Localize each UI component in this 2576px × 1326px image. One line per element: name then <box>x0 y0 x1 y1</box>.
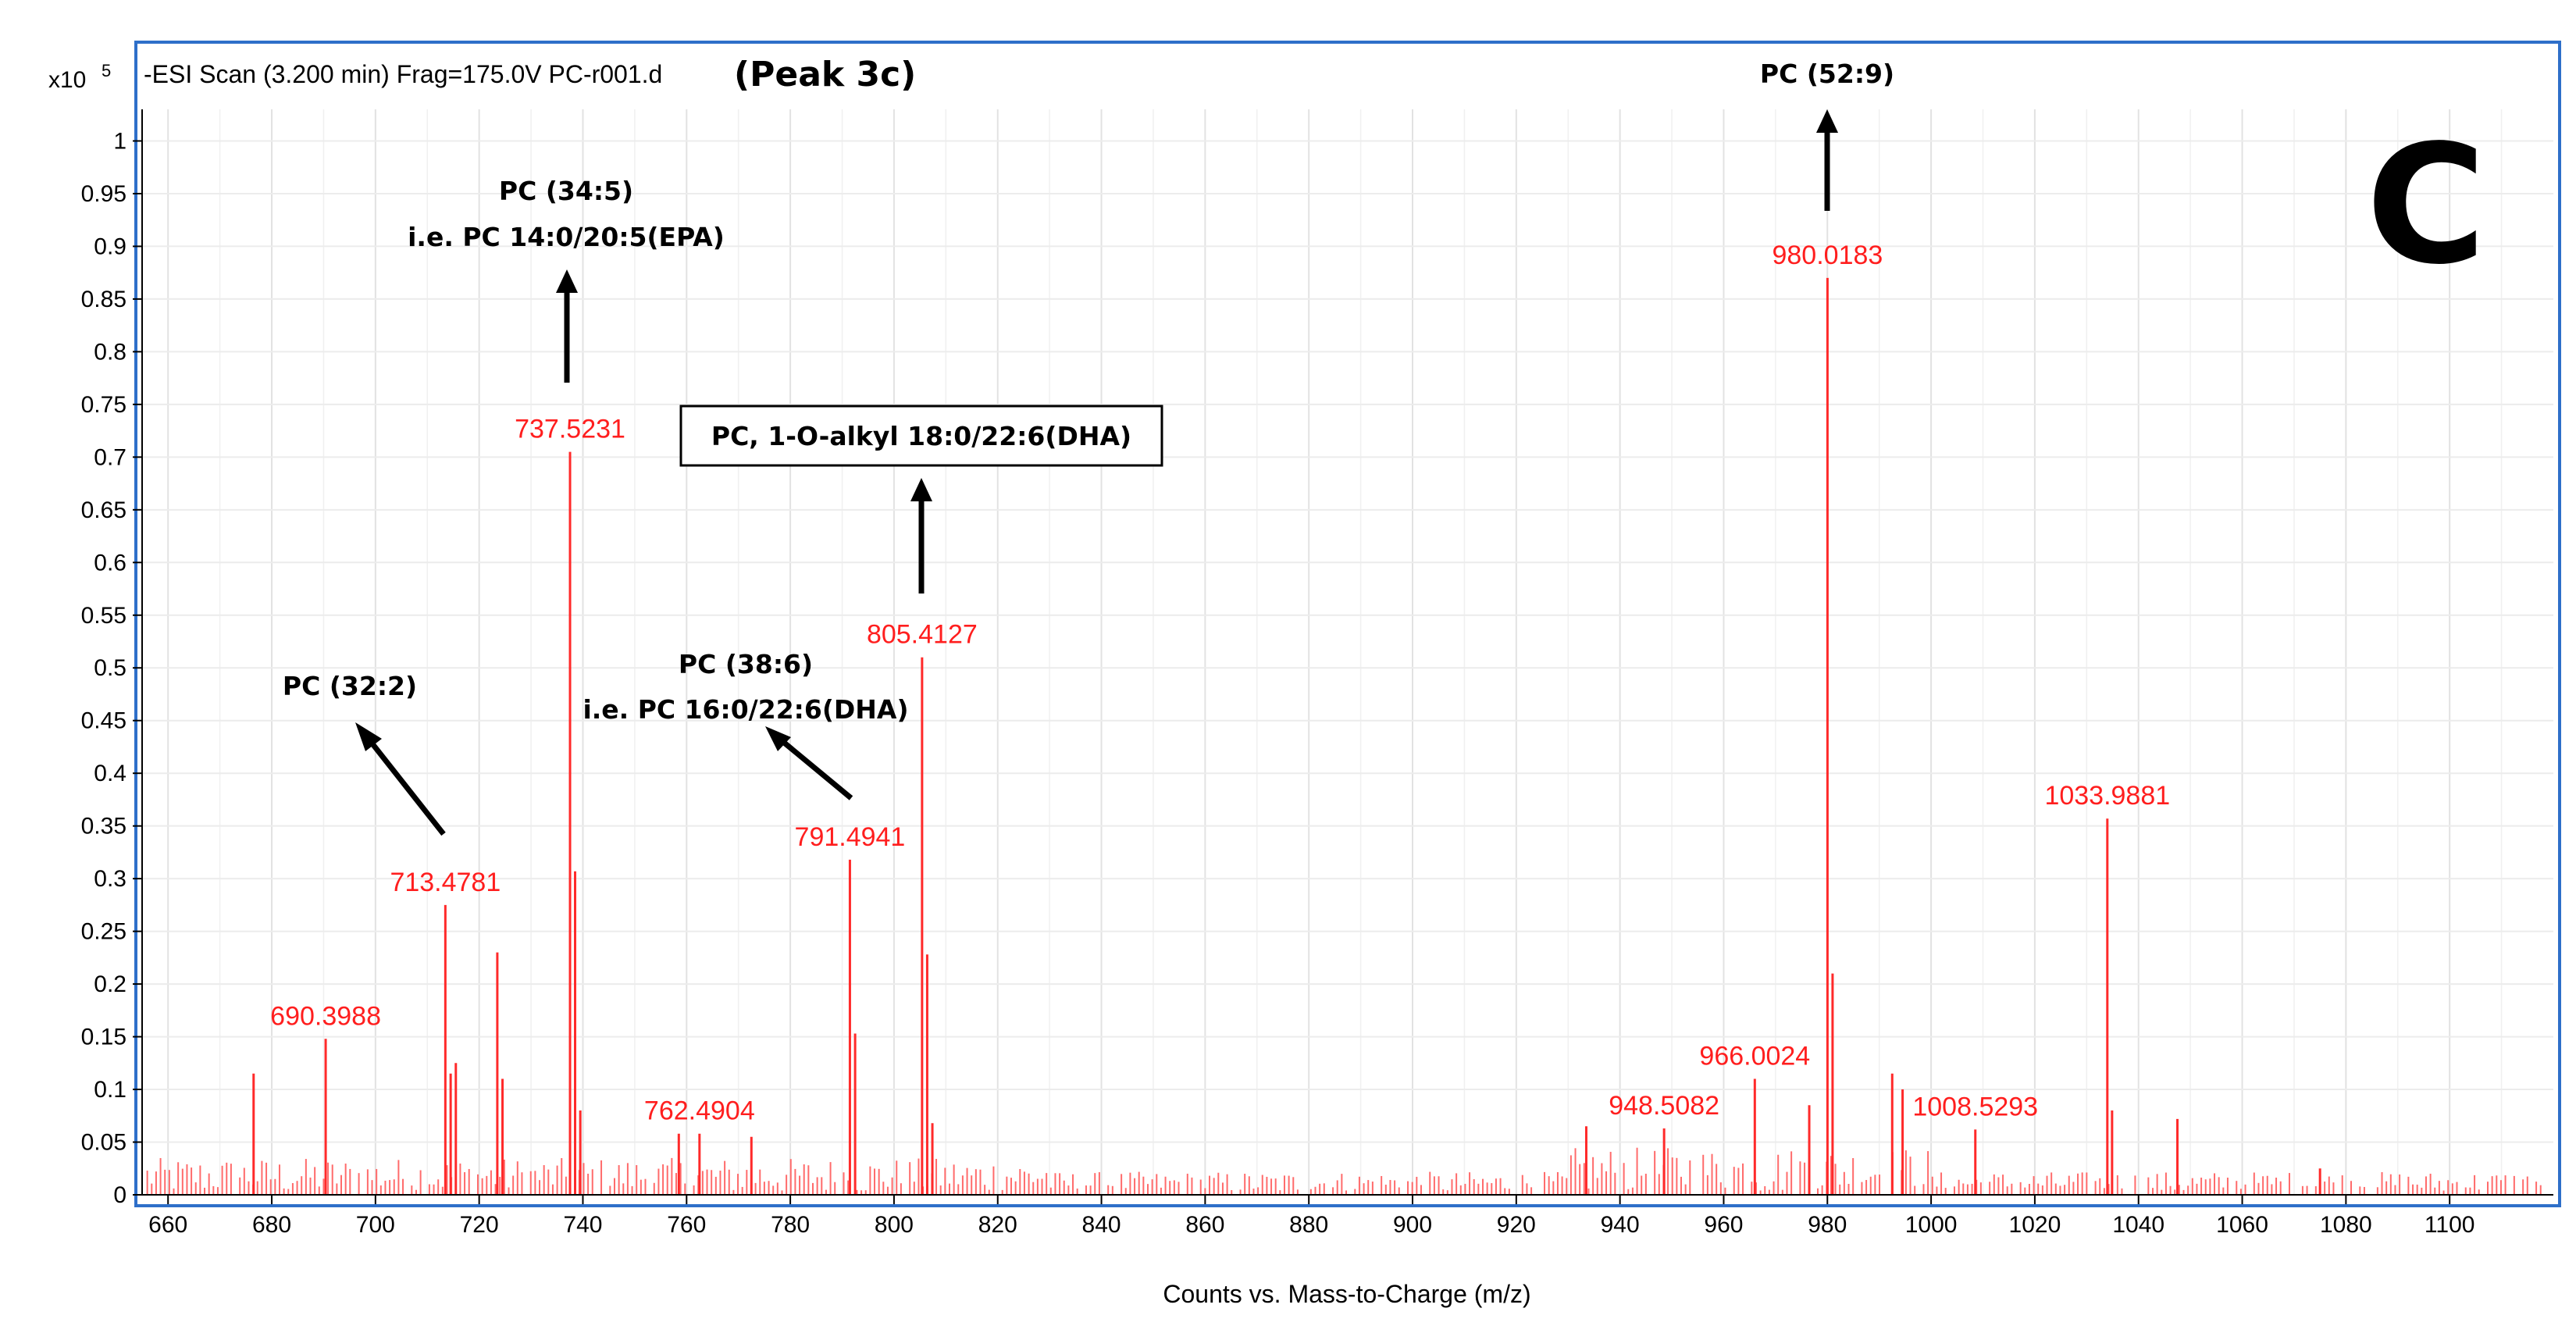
annotation-pc-32-2-line1: PC (32:2) <box>283 671 417 701</box>
x-tick-label: 1000 <box>1905 1212 1958 1238</box>
x-tick-label: 940 <box>1601 1212 1640 1238</box>
annotation-arrowhead-alkyl <box>910 478 932 501</box>
annotation-pc-38-6: PC (38:6) i.e. PC 16:0/22:6(DHA) <box>583 649 909 800</box>
x-tick-label: 1080 <box>2320 1212 2372 1238</box>
annotation-pc-32-2: PC (32:2) <box>283 671 446 836</box>
x-ticks: 660 680 700 720 740 760 780 800 820 840 860 880 900 9… <box>148 1195 2474 1238</box>
y-tick-label: 0.95 <box>81 181 126 207</box>
scan-header: -ESI Scan (3.200 min) Frag=175.0V PC-r00… <box>144 60 662 88</box>
peak-label-737.5231: 737.5231 <box>515 415 625 444</box>
annotation-pc-38-6-line1: PC (38:6) <box>679 649 813 679</box>
annotation-arrowhead-32-2 <box>355 722 382 751</box>
x-tick-label: 880 <box>1289 1212 1328 1238</box>
peak-label-762.4904: 762.4904 <box>644 1096 755 1126</box>
chart-frame <box>134 41 2561 1207</box>
y-tick-label: 0.85 <box>81 287 126 312</box>
x-tick-label: 820 <box>978 1212 1017 1238</box>
annotation-pc-34-5-line2: i.e. PC 14:0/20:5(EPA) <box>408 222 725 252</box>
peak-labels: 690.3988 713.4781 737.5231 762.4904 791.4941… <box>270 241 2170 1126</box>
y-tick-label: 0.05 <box>81 1130 126 1156</box>
x-tick-label: 720 <box>460 1212 499 1238</box>
y-tick-label: 0.15 <box>81 1025 126 1050</box>
x-tick-label: 760 <box>667 1212 706 1238</box>
annotation-arrowhead-52-9 <box>1816 109 1838 133</box>
y-tick-label: 0.75 <box>81 392 126 418</box>
y-tick-label: 0.3 <box>94 866 126 892</box>
y-exponent-power: 5 <box>102 61 111 80</box>
annotation-pc-34-5-line1: PC (34:5) <box>499 176 633 206</box>
axes <box>141 109 2553 1196</box>
y-tick-label: 0 <box>113 1182 126 1208</box>
annotation-arrowhead-38-6 <box>765 726 791 751</box>
grid <box>142 109 2553 1196</box>
annotation-arrow-38-6 <box>781 740 853 800</box>
annotation-box <box>679 405 1163 467</box>
peak-label-690.3988: 690.3988 <box>270 1001 381 1031</box>
x-tick-label: 980 <box>1808 1212 1847 1238</box>
x-tick-label: 920 <box>1497 1212 1536 1238</box>
y-tick-label: 0.5 <box>94 655 126 681</box>
x-tick-label: 660 <box>148 1212 187 1238</box>
annotation-pc-52-9: PC (52:9) <box>1760 59 1894 211</box>
y-tick-label: 0.4 <box>94 761 126 786</box>
y-tick-label: 0.8 <box>94 339 126 365</box>
x-tick-label: 740 <box>563 1212 602 1238</box>
x-tick-label: 960 <box>1704 1212 1743 1238</box>
annotation-pc-34-5: PC (34:5) i.e. PC 14:0/20:5(EPA) <box>408 176 725 383</box>
peaks <box>252 277 2321 1195</box>
y-tick-label: 0.1 <box>94 1077 126 1103</box>
x-tick-label: 860 <box>1185 1212 1224 1238</box>
x-tick-label: 1020 <box>2009 1212 2061 1238</box>
noise-peaks <box>146 1147 2542 1195</box>
peak-label-1033.9881: 1033.9881 <box>2044 781 2170 811</box>
peak-label-980.0183: 980.0183 <box>1772 241 1883 270</box>
annotation-arrowhead-34-5 <box>556 269 578 293</box>
annotation-pc-38-6-line2: i.e. PC 16:0/22:6(DHA) <box>583 694 908 725</box>
y-tick-label: 0.2 <box>94 971 126 997</box>
peak-label-948.5082: 948.5082 <box>1609 1091 1719 1121</box>
x-axis-title: Counts vs. Mass-to-Charge (m/z) <box>1163 1280 1530 1308</box>
x-tick-label: 1060 <box>2216 1212 2268 1238</box>
y-tick-label: 0.9 <box>94 233 126 259</box>
peak-label-791.4941: 791.4941 <box>795 822 906 852</box>
y-tick-label: 0.7 <box>94 444 126 470</box>
peak-label: (Peak 3c) <box>734 55 916 94</box>
y-tick-label: 0.45 <box>81 708 126 734</box>
y-tick-label: 0.25 <box>81 919 126 945</box>
y-tick-label: 0.65 <box>81 497 126 523</box>
x-tick-label: 680 <box>252 1212 291 1238</box>
x-tick-label: 700 <box>356 1212 395 1238</box>
x-tick-label: 1100 <box>2425 1212 2475 1238</box>
y-tick-label: 0.55 <box>81 603 126 629</box>
x-tick-label: 1040 <box>2112 1212 2164 1238</box>
y-tick-label: 1 <box>113 128 126 154</box>
y-exponent-base: x10 <box>48 67 86 93</box>
x-tick-label: 780 <box>771 1212 810 1238</box>
y-tick-label: 0.6 <box>94 550 126 576</box>
x-tick-label: 900 <box>1393 1212 1432 1238</box>
x-tick-label: 800 <box>875 1212 914 1238</box>
peak-label-713.4781: 713.4781 <box>390 868 501 897</box>
y-tick-label: 0.35 <box>81 814 126 839</box>
x-tick-label: 840 <box>1082 1212 1121 1238</box>
peak-label-805.4127: 805.4127 <box>867 620 978 650</box>
panel-letter: C <box>2366 109 2486 301</box>
annotation-pc-alkyl-line1: PC, 1-O-alkyl 18:0/22:6(DHA) <box>711 421 1131 451</box>
peak-label-966.0024: 966.0024 <box>1699 1042 1810 1071</box>
y-ticks: 0 0.05 0.1 0.15 0.2 0.25 0.3 0.35 0.4 0.45 0.5 0.55… <box>81 128 142 1208</box>
annotation-pc-52-9-line1: PC (52:9) <box>1760 59 1894 89</box>
annotation-arrow-32-2 <box>369 740 446 836</box>
annotation-pc-alkyl: PC, 1-O-alkyl 18:0/22:6(DHA) <box>679 405 1163 593</box>
peak-label-1008.5293: 1008.5293 <box>1912 1092 2038 1121</box>
